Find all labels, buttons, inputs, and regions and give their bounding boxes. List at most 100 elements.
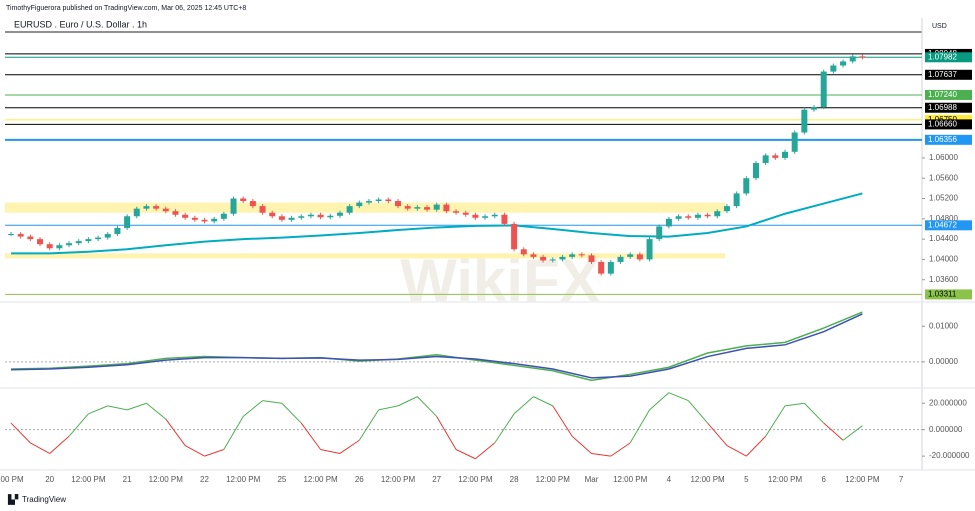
- x-tick-label: 12:00 PM: [226, 475, 261, 484]
- oscillator-segment: [591, 452, 611, 457]
- x-tick-label: 12:00 PM: [845, 475, 880, 484]
- macd-line: [10, 313, 863, 379]
- oscillator-segment: [88, 405, 108, 415]
- x-tick-label: Mar: [585, 475, 599, 484]
- x-tick-label: 28: [510, 475, 519, 484]
- x-tick-label: 12:00 PM: [149, 475, 184, 484]
- x-tick-label: :00 PM: [0, 475, 24, 484]
- y-tick-label: 1.04800: [929, 214, 958, 223]
- zone: [5, 253, 725, 259]
- x-tick-label: 26: [355, 475, 364, 484]
- macd-line: [10, 311, 863, 382]
- level-label: 1.07240: [928, 90, 957, 99]
- x-tick-label: 12:00 PM: [303, 475, 338, 484]
- oscillator-segment: [494, 413, 515, 444]
- x-tick-label: 12:00 PM: [768, 475, 803, 484]
- oscillator-segment: [146, 402, 167, 420]
- level-label: 1.06356: [928, 135, 957, 144]
- oscillator-segment: [823, 422, 844, 441]
- oscillator-segment: [513, 396, 534, 415]
- zone: [5, 202, 725, 213]
- y-tick-label: 0.00000: [929, 357, 958, 366]
- publisher: TimothyFiguerora published on TradingVie…: [6, 5, 246, 12]
- level-label: 1.07982: [928, 52, 957, 61]
- oscillator-segment: [49, 435, 70, 454]
- oscillator-segment: [300, 422, 322, 450]
- symbol-title: EURUSD . Euro / U.S. Dollar . 1h: [14, 19, 147, 29]
- x-tick-label: 5: [744, 475, 749, 484]
- level-label-box: [925, 89, 972, 100]
- level-label: 1.06988: [928, 103, 957, 112]
- y-tick-label: 1.06000: [929, 153, 958, 162]
- oscillator-segment: [68, 413, 89, 437]
- x-tick-label: 4: [667, 475, 672, 484]
- oscillator-segment: [745, 435, 767, 457]
- oscillator-segment: [378, 405, 399, 411]
- currency: USD: [932, 23, 947, 30]
- x-tick-label: 12:00 PM: [613, 475, 648, 484]
- oscillator-segment: [126, 402, 147, 411]
- oscillator-segment: [533, 396, 554, 407]
- y-tick-label: 1.04000: [929, 255, 958, 264]
- x-tick-label: 22: [200, 475, 209, 484]
- y-tick-label: 20.000000: [929, 398, 967, 407]
- logo-mark: ▙▘: [7, 493, 22, 505]
- oscillator-segment: [416, 396, 438, 417]
- oscillator-segment: [475, 442, 496, 460]
- oscillator-segment: [784, 402, 805, 407]
- level-label-box: [925, 69, 972, 80]
- oscillator-segment: [726, 445, 747, 457]
- oscillator-segment: [281, 402, 302, 424]
- brand: TradingView: [22, 495, 66, 504]
- ema-line: [11, 192, 863, 255]
- oscillator-segment: [552, 405, 573, 437]
- level-label: 1.04672: [928, 220, 957, 229]
- y-tick-label: 1.03600: [929, 275, 958, 284]
- oscillator-segment: [610, 442, 631, 457]
- x-tick-label: 12:00 PM: [536, 475, 571, 484]
- level-label: 1.07637: [928, 70, 957, 79]
- oscillator-segment: [842, 425, 863, 441]
- x-tick-label: 6: [821, 475, 826, 484]
- oscillator-segment: [320, 449, 341, 454]
- oscillator-segment: [223, 416, 244, 450]
- oscillator-segment: [571, 435, 592, 454]
- y-tick-label: 1.04400: [929, 234, 958, 243]
- oscillator-segment: [358, 409, 380, 441]
- oscillator-segment: [30, 442, 50, 454]
- level-label-box: [925, 289, 972, 300]
- x-tick-label: 25: [277, 475, 286, 484]
- x-tick-label: 27: [432, 475, 441, 484]
- x-tick-label: 7: [899, 475, 904, 484]
- oscillator-segment: [184, 445, 205, 457]
- oscillator-segment: [436, 416, 457, 450]
- y-tick-label: 1.05600: [929, 173, 958, 182]
- y-tick-label: 0.000000: [929, 425, 963, 434]
- x-tick-label: 12:00 PM: [458, 475, 493, 484]
- oscillator-segment: [765, 405, 786, 437]
- oscillator-segment: [339, 439, 360, 454]
- level-label-box: [925, 102, 972, 113]
- y-tick-label: -20.000000: [929, 451, 970, 460]
- oscillator-segment: [687, 400, 708, 424]
- x-tick-label: 12:00 PM: [381, 475, 416, 484]
- oscillator-segment: [10, 422, 31, 444]
- level-label-box: [925, 134, 972, 145]
- oscillator-segment: [803, 402, 825, 424]
- x-tick-label: 12:00 PM: [690, 475, 725, 484]
- oscillator-segment: [649, 392, 670, 411]
- oscillator-segment: [242, 400, 263, 417]
- oscillator-segment: [204, 449, 225, 457]
- oscillator-segment: [707, 422, 728, 446]
- level-label-box: [925, 119, 972, 130]
- level-label-box: [925, 220, 972, 231]
- x-tick-label: 21: [123, 475, 132, 484]
- oscillator-segment: [262, 400, 282, 404]
- level-label: 1.03311: [928, 290, 957, 299]
- oscillator-segment: [668, 392, 689, 402]
- level-label-box: [925, 52, 972, 63]
- oscillator-segment: [455, 449, 476, 460]
- oscillator-segment: [165, 418, 186, 446]
- x-tick-label: 12:00 PM: [71, 475, 106, 484]
